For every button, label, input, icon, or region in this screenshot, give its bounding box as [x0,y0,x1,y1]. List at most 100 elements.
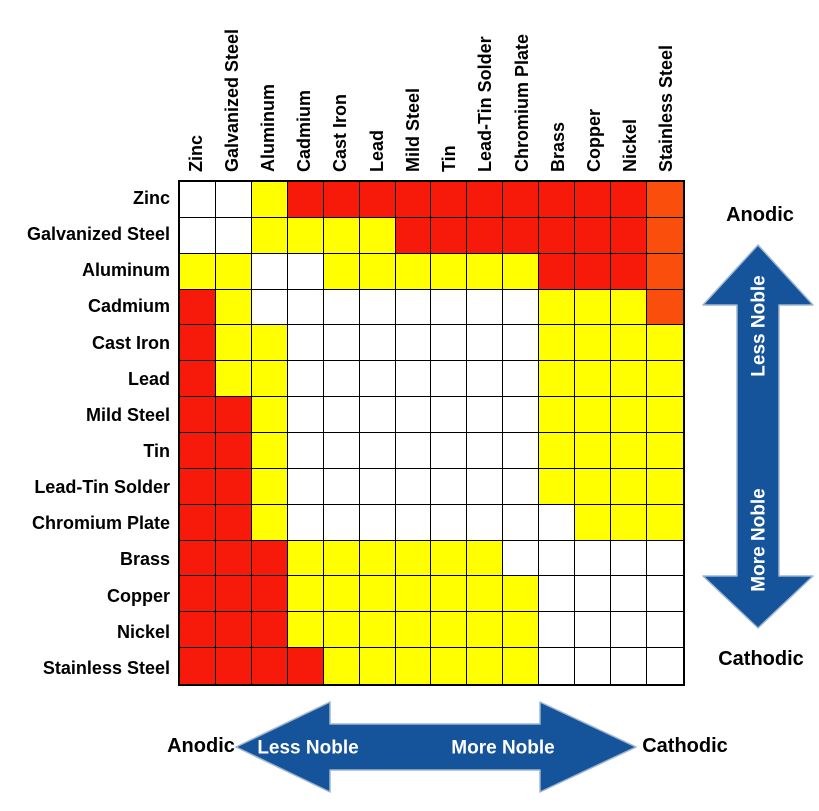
horizontal-double-arrow-shape [235,701,637,793]
matrix-cell [395,433,432,469]
matrix-cell [180,540,216,577]
matrix-cell [539,648,576,684]
matrix-cell [180,217,216,254]
col-header: Lead [366,129,387,172]
matrix-cell [359,253,396,290]
matrix-cell [467,397,504,433]
matrix-cell [611,289,648,326]
matrix-cell [251,325,288,362]
matrix-cell [287,217,324,254]
matrix-cell [503,289,540,326]
row-label: Copper [107,585,170,606]
matrix-cell [431,576,468,613]
matrix-cell [323,217,360,254]
matrix-cell [575,612,612,649]
matrix-cell [359,289,396,326]
col-header: Cast Iron [330,93,351,172]
matrix-cell [539,468,576,505]
more-noble-horizontal-label: More Noble [451,738,554,759]
matrix-cell [431,540,468,577]
matrix-cell [539,182,576,218]
cathodic-label-bottom: Cathodic [642,735,728,757]
matrix-cell [503,433,540,469]
matrix-cell [287,540,324,577]
matrix-cell [395,289,432,326]
matrix-cell [539,576,576,613]
matrix-cell [431,397,468,433]
matrix-cell [611,612,648,649]
anodic-label-bottom: Anodic [167,735,235,757]
matrix-cell [251,504,288,541]
matrix-cell [323,433,360,469]
row-label: Cast Iron [91,332,170,353]
matrix-cell [431,182,468,218]
more-noble-vertical-label: More Noble [749,488,770,591]
matrix-cell [431,648,468,684]
matrix-cell [359,361,396,398]
matrix-cell [251,433,288,469]
matrix-cell [395,504,432,541]
matrix-cell [215,540,252,577]
matrix-cell [503,182,540,218]
matrix-cell [215,648,252,684]
matrix-cell [647,217,683,254]
matrix-cell [395,648,432,684]
row-label: Lead-Tin Solder [34,477,170,498]
matrix-cell [215,468,252,505]
col-header: Nickel [620,118,641,172]
matrix-cell [575,540,612,577]
vertical-double-arrow-shape [702,244,814,629]
matrix-cell [180,325,216,362]
matrix-cell [359,612,396,649]
matrix-cell [180,433,216,469]
matrix-cell [215,217,252,254]
row-label: Galvanized Steel [26,224,170,245]
matrix-cell [575,576,612,613]
matrix-cell [647,468,683,505]
matrix-cell [647,253,683,290]
matrix-cell [287,648,324,684]
matrix-cell [180,397,216,433]
matrix-cell [647,576,683,613]
matrix-cell [180,253,216,290]
matrix-cell [395,612,432,649]
matrix-cell [180,648,216,684]
matrix-cell [467,289,504,326]
matrix-cell [647,540,683,577]
matrix-cell [359,648,396,684]
matrix-cell [323,253,360,290]
matrix-cell [251,397,288,433]
matrix-cell [359,397,396,433]
matrix-cell [647,361,683,398]
matrix-cell [467,648,504,684]
matrix-cell [503,540,540,577]
matrix-cell [359,576,396,613]
row-label: Aluminum [82,260,170,281]
matrix-cell [611,433,648,469]
matrix-cell [611,468,648,505]
matrix-cell [611,504,648,541]
col-header: Aluminum [258,84,279,172]
matrix-cell [539,289,576,326]
matrix-cell [215,289,252,326]
matrix-cell [467,612,504,649]
matrix-cell [467,504,504,541]
matrix-cell [575,648,612,684]
matrix-cell [647,648,683,684]
matrix-cell [395,253,432,290]
matrix-cell [323,504,360,541]
matrix-cell [647,612,683,649]
matrix-cell [431,289,468,326]
col-header: Tin [439,145,460,172]
matrix-cell [323,576,360,613]
matrix-cell [467,540,504,577]
matrix-cell [647,397,683,433]
noble-scale-vertical-arrow: Less Noble More Noble [702,244,814,629]
matrix-cell [359,182,396,218]
matrix-cell [395,540,432,577]
matrix-cell [575,504,612,541]
matrix-cell [323,361,360,398]
matrix-cell [323,182,360,218]
matrix-cell [287,433,324,469]
matrix-cell [647,182,683,218]
